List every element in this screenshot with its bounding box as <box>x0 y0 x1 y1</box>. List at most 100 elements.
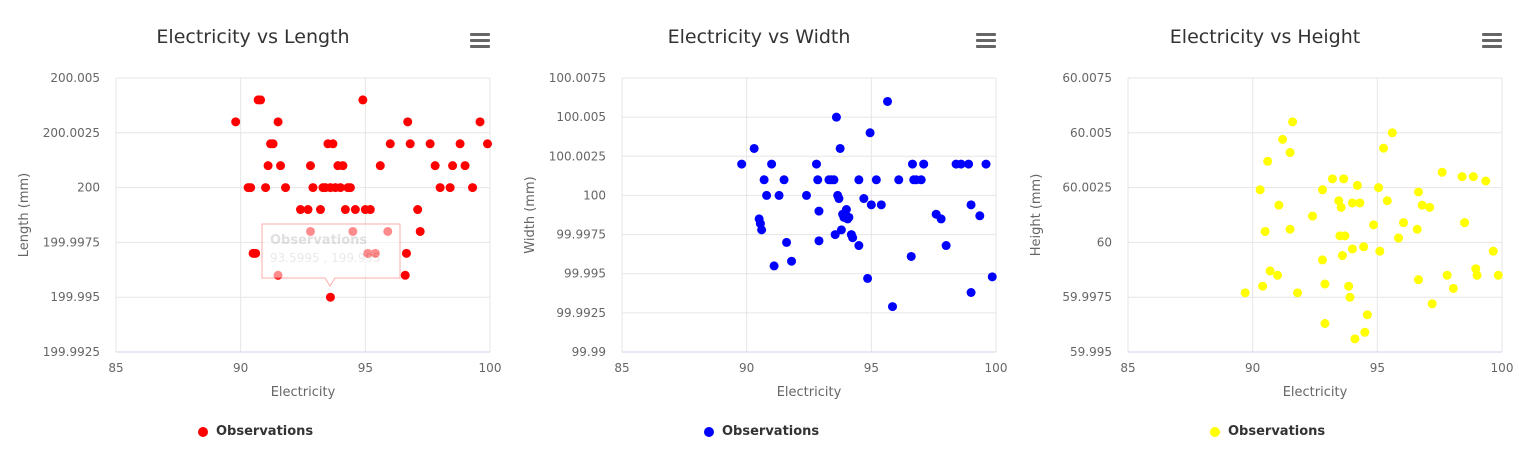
data-point[interactable] <box>1369 220 1379 230</box>
data-point[interactable] <box>737 159 747 169</box>
data-point[interactable] <box>1265 266 1275 276</box>
data-point[interactable] <box>430 161 440 171</box>
legend-item[interactable]: Observations <box>704 424 819 439</box>
data-point[interactable] <box>1255 185 1265 195</box>
data-point[interactable] <box>831 112 841 122</box>
data-point[interactable] <box>1437 167 1447 177</box>
data-point[interactable] <box>1387 128 1397 138</box>
data-point[interactable] <box>866 200 876 210</box>
data-point[interactable] <box>834 194 844 204</box>
data-point[interactable] <box>1240 288 1250 298</box>
data-point[interactable] <box>1425 202 1435 212</box>
data-point[interactable] <box>1317 185 1327 195</box>
data-point[interactable] <box>1488 246 1498 256</box>
data-point[interactable] <box>1394 233 1404 243</box>
data-point[interactable] <box>281 183 291 193</box>
data-point[interactable] <box>1337 251 1347 261</box>
chart-menu-icon[interactable] <box>976 33 996 49</box>
data-point[interactable] <box>435 183 445 193</box>
data-point[interactable] <box>936 214 946 224</box>
data-point[interactable] <box>762 190 772 200</box>
data-point[interactable] <box>981 159 991 169</box>
data-point[interactable] <box>782 237 792 247</box>
data-point[interactable] <box>375 161 385 171</box>
data-point[interactable] <box>916 175 926 185</box>
data-point[interactable] <box>400 270 410 280</box>
data-point[interactable] <box>966 288 976 298</box>
data-point[interactable] <box>246 183 256 193</box>
data-point[interactable] <box>919 159 929 169</box>
data-point[interactable] <box>256 95 266 105</box>
data-point[interactable] <box>1359 242 1369 252</box>
data-point[interactable] <box>1382 196 1392 206</box>
data-point[interactable] <box>1347 198 1357 208</box>
data-point[interactable] <box>385 139 395 149</box>
data-point[interactable] <box>757 225 767 235</box>
data-point[interactable] <box>975 211 985 221</box>
data-point[interactable] <box>1327 174 1337 184</box>
data-point[interactable] <box>779 175 789 185</box>
data-point[interactable] <box>403 117 413 127</box>
data-point[interactable] <box>1448 283 1458 293</box>
data-point[interactable] <box>1258 281 1268 291</box>
data-point[interactable] <box>475 117 485 127</box>
data-point[interactable] <box>251 248 261 258</box>
data-point[interactable] <box>365 205 375 215</box>
data-point[interactable] <box>813 175 823 185</box>
data-point[interactable] <box>749 143 759 153</box>
legend-item[interactable]: Observations <box>198 424 313 439</box>
data-point[interactable] <box>1285 148 1295 158</box>
data-point[interactable] <box>1340 231 1350 241</box>
data-point[interactable] <box>1263 156 1273 166</box>
data-point[interactable] <box>1457 172 1467 182</box>
data-point[interactable] <box>315 205 325 215</box>
data-point[interactable] <box>854 175 864 185</box>
data-point[interactable] <box>1285 224 1295 234</box>
data-point[interactable] <box>338 161 348 171</box>
data-point[interactable] <box>811 159 821 169</box>
data-point[interactable] <box>956 159 966 169</box>
data-point[interactable] <box>328 139 338 149</box>
data-point[interactable] <box>405 139 415 149</box>
data-point[interactable] <box>1293 288 1303 298</box>
data-point[interactable] <box>455 139 465 149</box>
data-point[interactable] <box>1379 143 1389 153</box>
data-point[interactable] <box>358 95 368 105</box>
data-point[interactable] <box>413 205 423 215</box>
data-point[interactable] <box>1339 174 1349 184</box>
data-point[interactable] <box>830 230 840 240</box>
data-point[interactable] <box>941 241 951 251</box>
data-point[interactable] <box>1350 334 1360 344</box>
data-point[interactable] <box>1374 183 1384 193</box>
data-point[interactable] <box>759 175 769 185</box>
data-point[interactable] <box>865 128 875 138</box>
data-point[interactable] <box>273 117 283 127</box>
data-point[interactable] <box>425 139 435 149</box>
data-point[interactable] <box>325 292 335 302</box>
data-point[interactable] <box>906 251 916 261</box>
data-point[interactable] <box>308 183 318 193</box>
data-point[interactable] <box>340 205 350 215</box>
legend-item[interactable]: Observations <box>1210 424 1325 439</box>
data-point[interactable] <box>1320 279 1330 289</box>
data-point[interactable] <box>1273 270 1283 280</box>
data-point[interactable] <box>1274 200 1284 210</box>
data-point[interactable] <box>1362 310 1372 320</box>
data-point[interactable] <box>350 205 360 215</box>
data-point[interactable] <box>774 190 784 200</box>
chart-menu-icon[interactable] <box>1482 33 1502 49</box>
data-point[interactable] <box>1375 246 1385 256</box>
data-point[interactable] <box>871 175 881 185</box>
data-point[interactable] <box>261 183 271 193</box>
data-point[interactable] <box>1427 299 1437 309</box>
data-point[interactable] <box>1472 270 1482 280</box>
data-point[interactable] <box>844 212 854 222</box>
data-point[interactable] <box>854 241 864 251</box>
data-point[interactable] <box>1413 275 1423 285</box>
data-point[interactable] <box>468 183 478 193</box>
data-point[interactable] <box>276 161 286 171</box>
data-point[interactable] <box>964 159 974 169</box>
data-point[interactable] <box>836 225 846 235</box>
data-point[interactable] <box>1442 270 1452 280</box>
data-point[interactable] <box>448 161 458 171</box>
